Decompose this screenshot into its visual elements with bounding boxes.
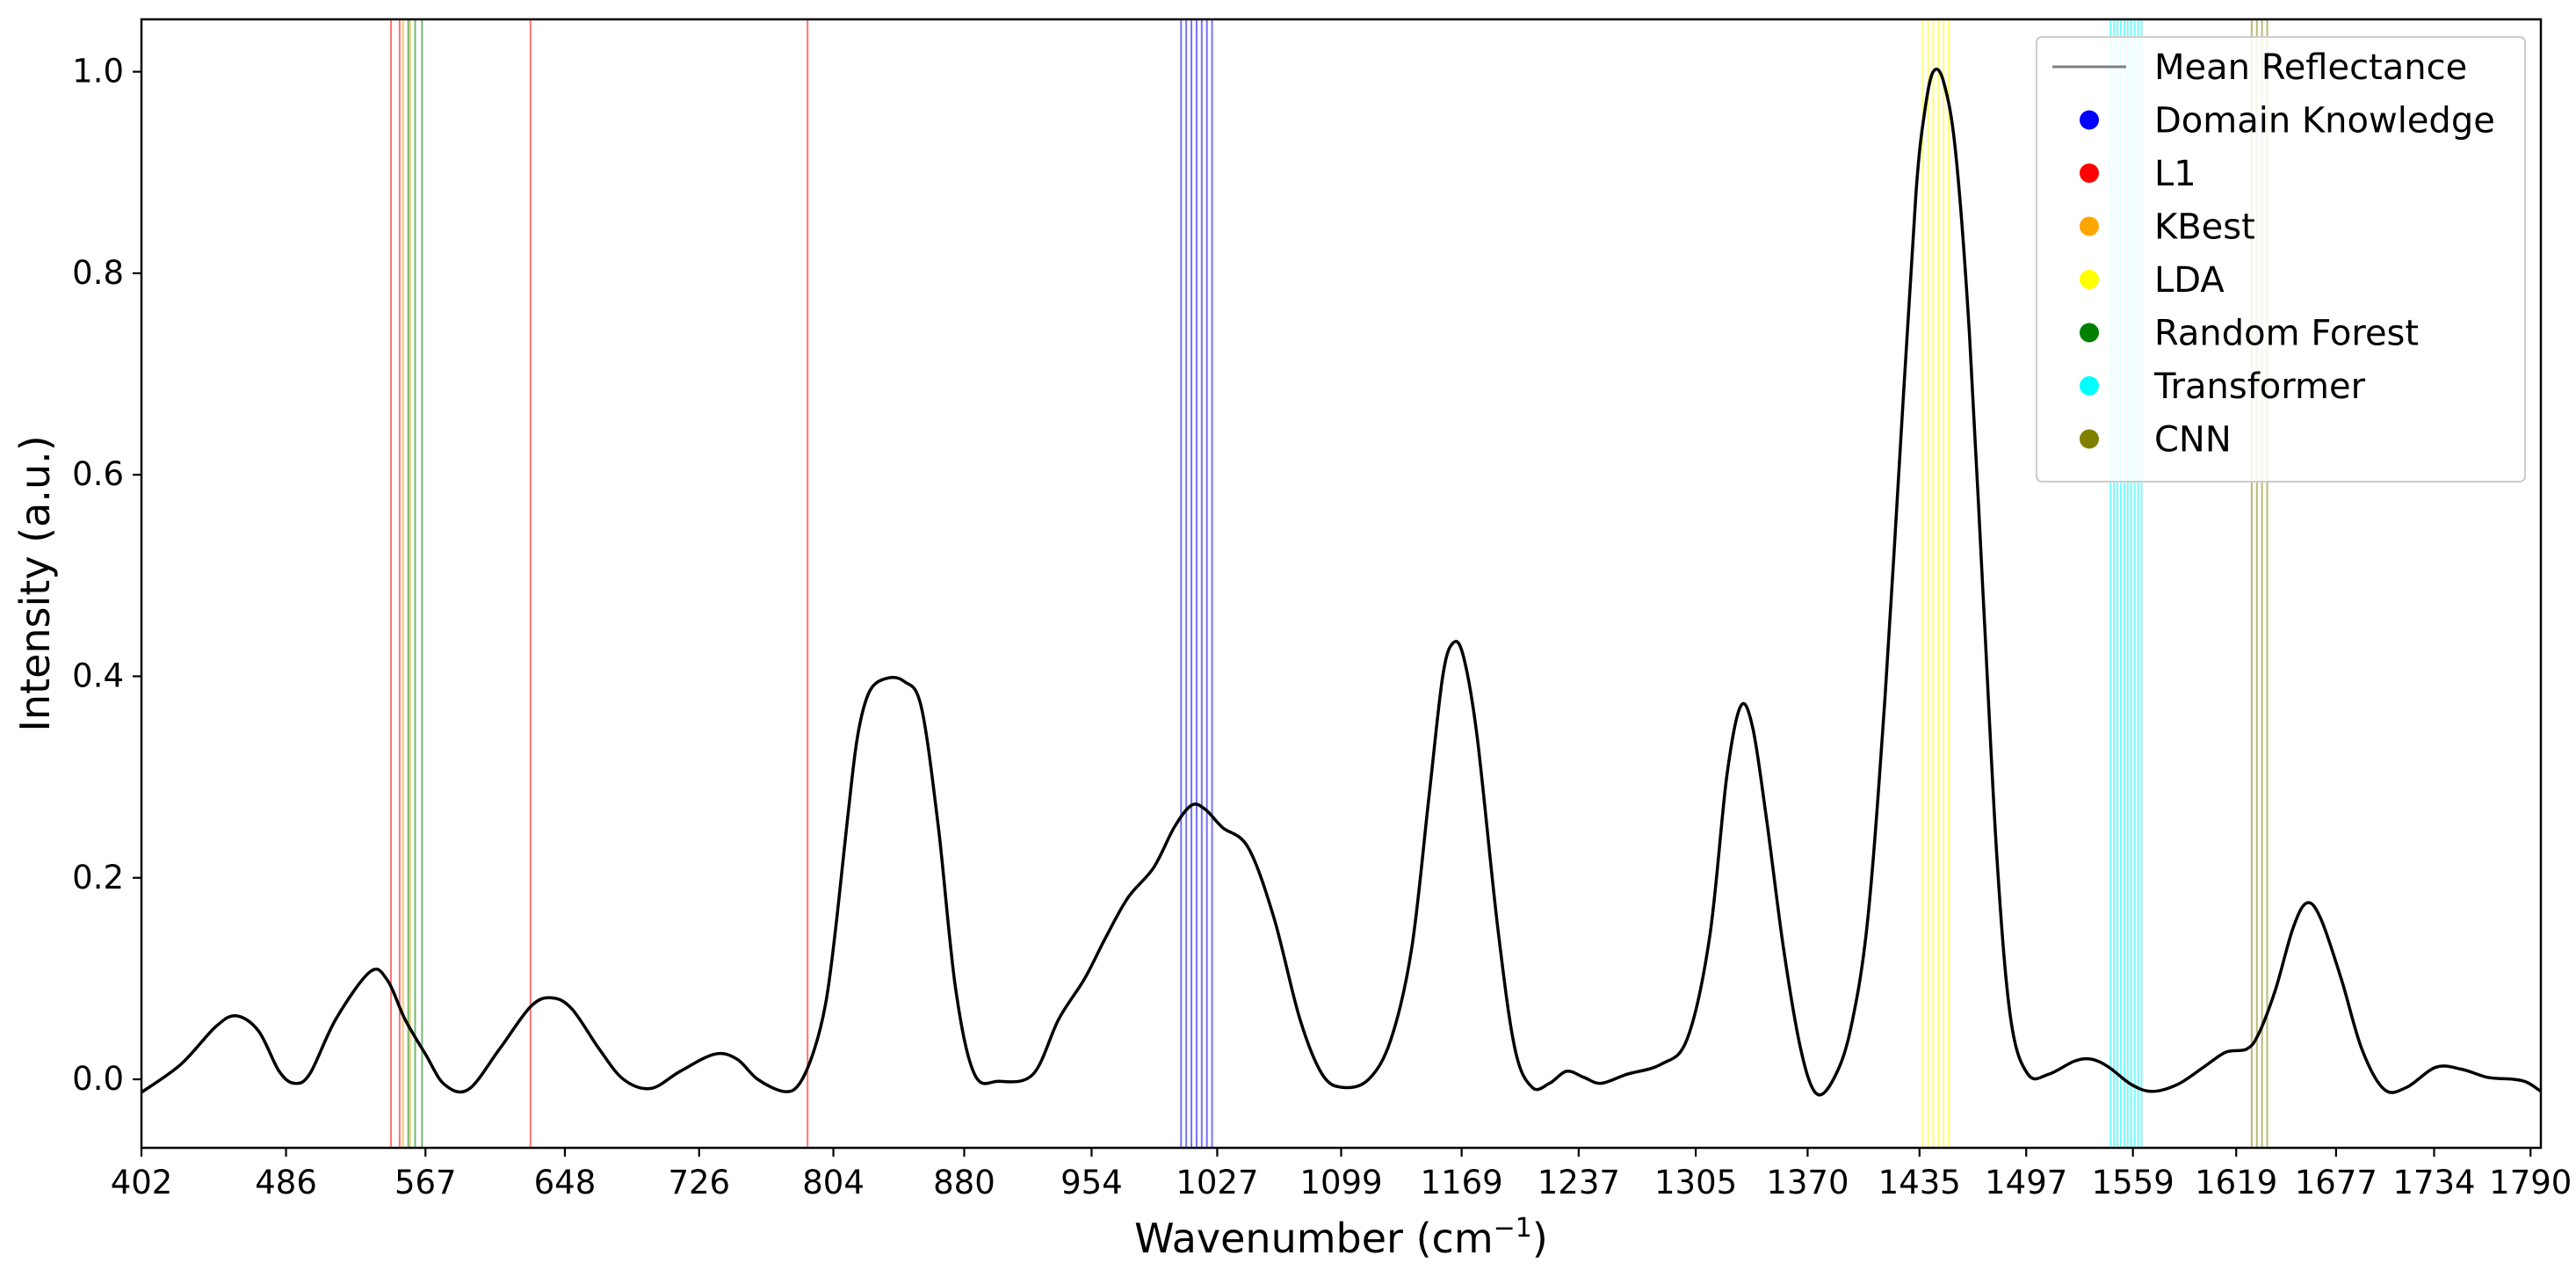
feature-lines-group (390, 19, 2268, 1148)
series-group (140, 67, 2542, 1097)
series-line-mean-reflectance (140, 67, 2542, 1097)
x-tick-label: 486 (255, 1164, 317, 1201)
y-axis-ticks: 0.0 0.2 0.4 0.6 0.8 1.0 (72, 53, 141, 1098)
x-tick-label: 1370 (1766, 1164, 1849, 1201)
legend-swatch-kbest (2080, 216, 2099, 236)
y-tick-label: 0.6 (72, 455, 124, 493)
x-tick-label: 1734 (2392, 1164, 2475, 1201)
y-tick-label: 0.0 (72, 1060, 124, 1098)
x-tick-label: 954 (1060, 1164, 1123, 1201)
y-tick-label: 0.8 (72, 254, 124, 292)
x-tick-label: 567 (394, 1164, 457, 1201)
legend-swatch-random-forest (2080, 323, 2099, 343)
x-tick-label: 1237 (1538, 1164, 1620, 1201)
legend-box (2036, 36, 2526, 483)
y-tick-label: 0.2 (72, 859, 124, 896)
x-axis-title-close: ) (1532, 1215, 1548, 1262)
legend-swatch-domain-knowledge (2080, 110, 2099, 130)
plot-frame (140, 18, 2543, 1150)
y-tick-label: 0.4 (72, 657, 124, 694)
legend-label-lda: LDA (2154, 260, 2225, 301)
x-tick-label: 648 (534, 1164, 597, 1201)
legend-label-domain-knowledge: Domain Knowledge (2154, 101, 2495, 142)
x-tick-label: 1790 (2489, 1164, 2572, 1201)
legend-label-transformer: Transformer (2153, 366, 2366, 407)
legend-swatch-lda (2080, 270, 2099, 289)
legend-label-kbest: KBest (2154, 207, 2255, 248)
x-tick-label: 1619 (2195, 1164, 2277, 1201)
legend-swatch-cnn (2080, 429, 2099, 449)
x-tick-label: 402 (111, 1164, 173, 1201)
x-axis-title-text: Wavenumber (cm (1134, 1215, 1493, 1262)
x-tick-label: 1677 (2295, 1164, 2377, 1201)
x-tick-label: 1497 (1985, 1164, 2067, 1201)
legend-label-l1: L1 (2154, 154, 2196, 194)
legend-swatch-transformer (2080, 376, 2099, 396)
y-axis-title: Intensity (a.u.) (11, 435, 59, 731)
y-tick-label: 1.0 (72, 53, 124, 91)
x-tick-label: 1305 (1654, 1164, 1737, 1201)
legend-label-random-forest: Random Forest (2154, 314, 2419, 354)
x-tick-label: 1099 (1299, 1164, 1382, 1201)
x-tick-label: 1027 (1176, 1164, 1258, 1201)
x-tick-label: 1435 (1878, 1164, 1961, 1201)
legend-label-mean-reflectance: Mean Reflectance (2154, 47, 2467, 88)
x-axis-title: Wavenumber (cm−1) (1134, 1213, 1548, 1262)
x-tick-label: 1169 (1421, 1164, 1503, 1201)
x-axis-title-superscript: −1 (1494, 1213, 1532, 1244)
x-tick-label: 804 (802, 1164, 865, 1201)
x-tick-label: 880 (933, 1164, 995, 1201)
x-tick-label: 1559 (2092, 1164, 2174, 1201)
x-tick-label: 726 (668, 1164, 730, 1201)
legend-label-cnn: CNN (2154, 420, 2232, 461)
legend: Mean Reflectance Domain Knowledge L1 KBest L… (2036, 36, 2526, 483)
x-axis-ticks: 402 486 567 648 726 804 880 954 1027 1099 1169 1237… (111, 1148, 2572, 1201)
legend-swatch-l1 (2080, 163, 2099, 183)
